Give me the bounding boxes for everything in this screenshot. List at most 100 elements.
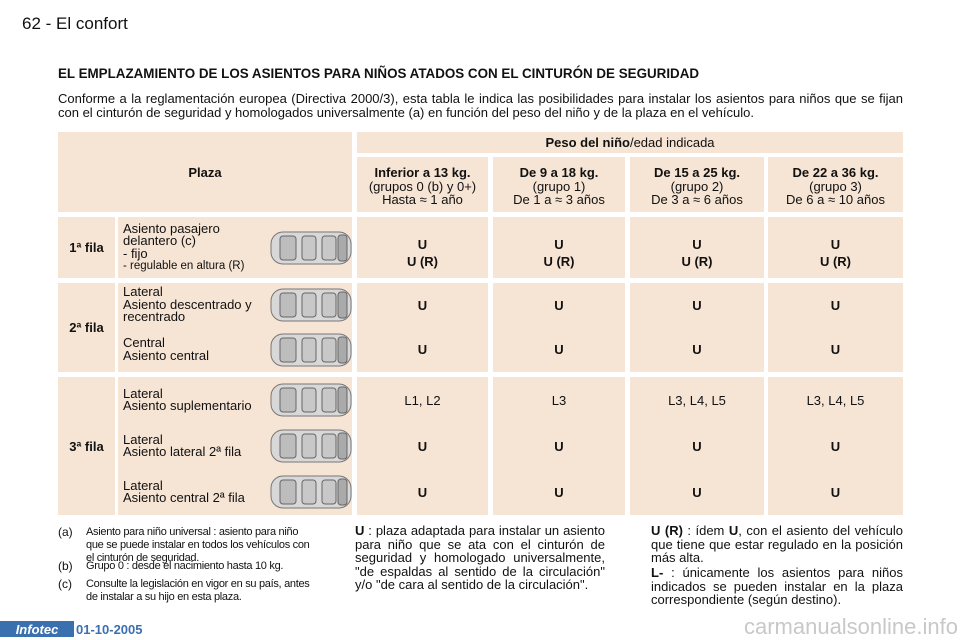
description-line: Lateral [123, 284, 163, 300]
seat-cell: U [493, 327, 625, 372]
row-cell-bg [768, 377, 903, 515]
footnote-text: Consulte la legislación en vigor en su p… [86, 578, 310, 603]
legend-ur-part: U [728, 523, 739, 538]
column-header: De 22 a 36 kg. (grupo 3) De 6 a ≈ 10 años [768, 157, 903, 212]
row-label-text: 2ª fila [69, 320, 104, 335]
row-cell-bg [630, 377, 764, 515]
cell-value: U [417, 438, 428, 454]
footnote: (a) Asiento para niño universal : asiento… [58, 525, 310, 565]
seat-cell: U [768, 469, 903, 515]
cell-value: U [417, 297, 428, 313]
legend-term: L- [651, 565, 664, 580]
brand-text: Infotec [15, 621, 59, 637]
description-line: - fijo [123, 245, 148, 261]
page-header: 62 - El confort [22, 14, 322, 36]
seat-cell: L3, L4, L5 [768, 377, 903, 423]
seat-cell: U [768, 423, 903, 469]
seat-cell: U [357, 283, 488, 327]
description-line: Central [123, 335, 165, 350]
column-age: De 6 a ≈ 10 años [786, 192, 885, 207]
legend-ur-part: U (R) [651, 523, 683, 538]
seat-description: Central Asiento central [123, 327, 273, 372]
seat-cell: U [493, 283, 625, 327]
cell-value: U [692, 236, 702, 252]
intro-box: Conforme a la reglamentación europea (Di… [58, 92, 903, 136]
seat-cell: U [630, 469, 764, 515]
cell-value: U (R) [681, 253, 713, 269]
title: EL EMPLAZAMIENTO DE LOS ASIENTOS PARA NI… [58, 66, 700, 81]
row-cell-bg [493, 217, 625, 278]
section-name: El confort [56, 14, 128, 33]
column-age: Hasta ≈ 1 año [382, 192, 463, 207]
description-line: Asiento suplementario [123, 398, 252, 413]
seat-cell: U [768, 283, 903, 327]
legend-ur-part: , con el asiento del vehículo que tiene … [651, 523, 904, 565]
footnote: (b) Grupo 0 : desde el nacimiento hasta 1… [58, 560, 310, 578]
seat-cell: U [630, 327, 764, 372]
row-cell-bg [357, 217, 488, 278]
cell-value: U [554, 236, 564, 252]
cell-value: U [554, 438, 564, 454]
description-line: Asiento central [123, 347, 209, 363]
brand: Infotec [0, 621, 74, 637]
description-line: delantero (c) [123, 233, 196, 248]
cell-value: U (R) [819, 253, 852, 269]
legend-term: U [355, 523, 365, 538]
footnote-mark: (b) [58, 559, 73, 573]
title-box: EL EMPLAZAMIENTO DE LOS ASIENTOS PARA NI… [58, 66, 918, 84]
cell-value: U [417, 484, 428, 500]
corner: Plaza [58, 132, 352, 212]
row-label-text: 3ª fila [69, 438, 104, 454]
column-age: De 1 a ≈ 3 años [513, 192, 605, 207]
column-weight: De 9 a 18 kg. [519, 165, 599, 180]
cell-value: L3 [551, 392, 567, 408]
seat-cell: U [630, 283, 764, 327]
corner-label: Plaza [188, 164, 222, 180]
cell-value: U (R) [543, 253, 575, 269]
weight-bold: Peso del niño [545, 135, 630, 150]
footnote-mark: (a) [58, 525, 73, 539]
footnote-text: Asiento para niño universal : asiento pa… [86, 526, 310, 564]
legend-text: : únicamente los asientos para niños ind… [651, 565, 903, 607]
seat-icon [270, 475, 352, 509]
seat-cell: L3 [493, 377, 625, 423]
cell-value: U [417, 236, 428, 252]
column-weight: Inferior a 13 kg. [374, 165, 471, 180]
description-line: Asiento central 2ª fila [123, 490, 245, 505]
column-group: (grupo 3) [809, 178, 862, 194]
watermark: carmanualsonline.info [700, 614, 958, 640]
column-header: De 9 a 18 kg. (grupo 1) De 1 a ≈ 3 años [493, 157, 625, 212]
column-group: (grupos 0 (b) y 0+) [368, 178, 477, 194]
column-group: (grupo 2) [670, 178, 724, 194]
legend-l: L- : únicamente los asientos para niños … [651, 566, 903, 620]
seat-cell: U [630, 423, 764, 469]
weight-header: Peso del niño/edad indicada [357, 132, 903, 153]
cell-value: U [692, 342, 702, 357]
footnote-text: Grupo 0 : desde el nacimiento hasta 10 k… [86, 560, 284, 572]
cell-value: U [554, 297, 564, 313]
legend-ur-part: : ídem [682, 523, 729, 538]
column-age: De 3 a ≈ 6 años [651, 192, 743, 207]
seat-icon [270, 383, 352, 417]
seat-icon [270, 429, 352, 463]
column-weight: De 15 a 25 kg. [654, 165, 740, 180]
cell-value: U [692, 484, 702, 500]
cell-value: U (R) [406, 253, 439, 269]
seat-description: Lateral Asiento descentrado y recentrado [123, 283, 273, 327]
column-group: (grupo 1) [532, 178, 586, 194]
seat-cell: U [357, 423, 488, 469]
seat-description: Asiento pasajero delantero (c) - fijo - reg… [123, 217, 273, 278]
cell-value: U [830, 484, 841, 500]
cell-value: U [417, 342, 428, 357]
seat-icon [270, 288, 352, 322]
seat-cell: U [357, 469, 488, 515]
footnote-mark: (c) [58, 577, 72, 591]
cell-value: U [554, 484, 564, 500]
row-cell-bg [630, 283, 764, 372]
weight-rest: /edad indicada [629, 135, 715, 150]
row-cell-bg [768, 283, 903, 372]
